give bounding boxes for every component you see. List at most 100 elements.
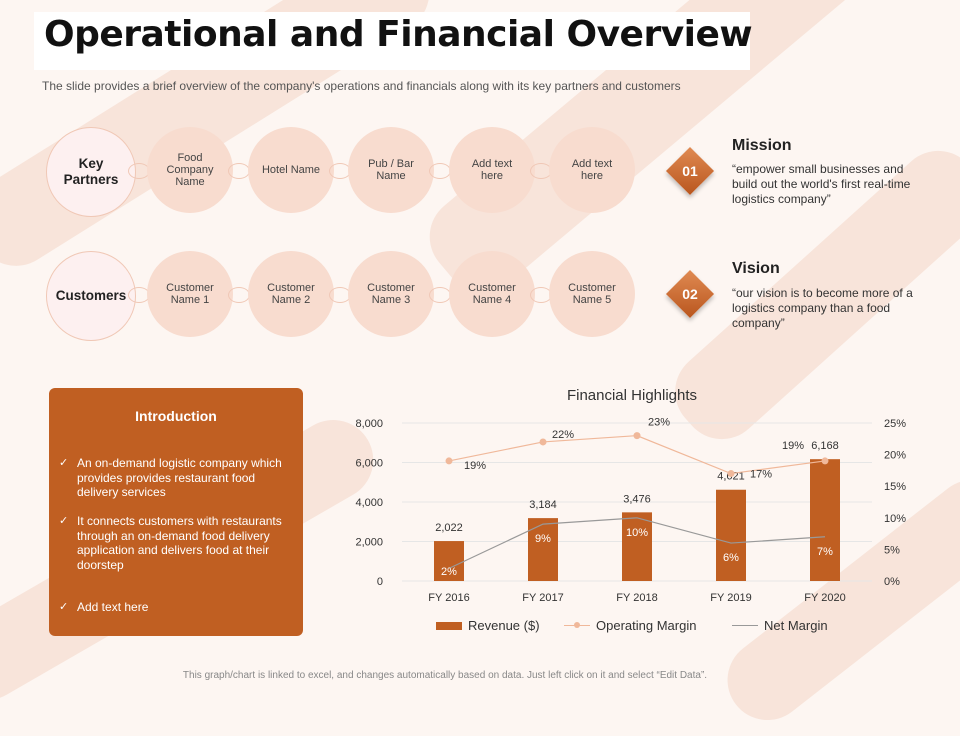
financial-highlights-chart: 0 2,000 4,000 6,000 8,000 0% 5% 10% 15% 20% 25% FY … [355, 417, 906, 604]
x-tick-label: FY 2019 [710, 592, 751, 604]
y-right-tick-label: 20% [884, 450, 906, 462]
row-connector [228, 163, 250, 179]
check-icon: ✓ [59, 601, 69, 613]
legend-swatch-line [732, 625, 758, 626]
y-right-tick-label: 10% [884, 513, 906, 525]
y-right-tick-label: 25% [884, 418, 906, 430]
revenue-bar [810, 459, 840, 581]
operating-margin-point [633, 432, 641, 440]
introduction-panel: Introduction ✓ An on-demand logistic com… [49, 388, 303, 636]
net-margin-data-label: 9% [535, 533, 551, 545]
row-connector [429, 163, 451, 179]
legend-item-operating-margin: Operating Margin [564, 618, 696, 633]
x-tick-label: FY 2017 [522, 592, 563, 604]
customer-bubble: Customer Name 4 [449, 251, 535, 337]
revenue-data-label: 2,022 [435, 522, 463, 534]
intro-item-text: It connects customers with restaurants t… [77, 514, 282, 572]
y-left-tick-label: 6,000 [355, 458, 383, 470]
partner-label: Add text here [471, 158, 513, 182]
partner-label: Pub / Bar Name [368, 158, 414, 182]
y-right-tick-label: 5% [884, 544, 900, 556]
x-tick-label: FY 2018 [616, 592, 657, 604]
legend-swatch-line [564, 622, 590, 628]
legend-label: Revenue ($) [468, 618, 540, 633]
customers-heading: Customers [46, 251, 136, 341]
intro-list-item: ✓ An on-demand logistic company which pr… [59, 456, 284, 500]
revenue-bar [528, 518, 558, 581]
y-left-tick-label: 0 [377, 576, 383, 588]
partner-bubble: Hotel Name [248, 127, 334, 213]
net-margin-data-label: 7% [817, 546, 833, 558]
net-margin-data-label: 10% [626, 527, 648, 539]
revenue-bar [622, 512, 652, 581]
revenue-data-label: 6,168 [811, 440, 839, 452]
net-margin-data-label: 2% [441, 566, 457, 578]
partner-label: Food Company Name [166, 152, 214, 188]
customer-label: Customer Name 5 [568, 282, 616, 306]
revenue-data-label: 3,476 [623, 493, 651, 505]
operating-margin-data-label: 22% [552, 429, 574, 441]
customer-label: Customer Name 3 [367, 282, 415, 306]
legend-item-revenue: Revenue ($) [436, 618, 540, 633]
partner-bubble: Pub / Bar Name [348, 127, 434, 213]
revenue-bar [434, 541, 464, 581]
partner-bubble: Food Company Name [147, 127, 233, 213]
mission-number: 01 [682, 163, 698, 179]
intro-item-text: An on-demand logistic company which prov… [77, 456, 282, 499]
intro-list-item: ✓ It connects customers with restaurants… [59, 514, 284, 572]
row-connector [228, 287, 250, 303]
customer-label: Customer Name 2 [267, 282, 315, 306]
page-title: Operational and Financial Overview [44, 14, 753, 55]
row-connector [429, 287, 451, 303]
vision-title: Vision [732, 260, 780, 277]
legend-swatch-bar [436, 621, 462, 630]
mission-text: “empower small businesses and build out … [732, 162, 911, 206]
y-left-tick-label: 4,000 [355, 497, 383, 509]
customers-label: Customers [55, 288, 127, 303]
customer-bubble: Customer Name 5 [549, 251, 635, 337]
operating-margin-data-label: 17% [750, 469, 772, 481]
key-partners-heading: Key Partners [46, 127, 136, 217]
x-tick-label: FY 2016 [428, 592, 469, 604]
legend-label: Net Margin [764, 618, 828, 633]
vision-text: “our vision is to become more of a logis… [732, 286, 913, 330]
check-icon: ✓ [59, 457, 69, 469]
operating-margin-data-label: 19% [464, 460, 486, 472]
introduction-title: Introduction [135, 408, 217, 424]
customer-bubble: Customer Name 3 [348, 251, 434, 337]
x-tick-label: FY 2020 [804, 592, 845, 604]
footnote: This graph/chart is linked to excel, and… [182, 670, 708, 681]
net-margin-data-label: 6% [723, 552, 739, 564]
page-subtitle: The slide provides a brief overview of t… [42, 79, 681, 93]
partner-bubble: Add text here [449, 127, 535, 213]
net-margin-line [448, 517, 826, 569]
title-box [34, 12, 750, 70]
customer-bubble: Customer Name 1 [147, 251, 233, 337]
customer-label: Customer Name 1 [166, 282, 214, 306]
operating-margin-point [727, 470, 735, 478]
legend-item-net-margin: Net Margin [732, 618, 828, 633]
intro-item-text: Add text here [77, 600, 149, 614]
y-left-tick-label: 2,000 [355, 537, 383, 549]
operating-margin-point [821, 457, 829, 465]
customer-bubble: Customer Name 2 [248, 251, 334, 337]
partner-label: Add text here [571, 158, 613, 182]
legend-label: Operating Margin [596, 618, 697, 633]
operating-margin-point [539, 438, 547, 446]
partner-bubble: Add text here [549, 127, 635, 213]
revenue-data-label: 3,184 [529, 499, 557, 511]
y-right-tick-label: 0% [884, 576, 900, 588]
check-icon: ✓ [59, 515, 69, 527]
partner-label: Hotel Name [261, 164, 321, 176]
revenue-bar [716, 489, 746, 581]
intro-list-item: ✓ Add text here [59, 600, 284, 615]
customer-label: Customer Name 4 [468, 282, 516, 306]
legend-marker [574, 622, 580, 628]
operating-margin-point [445, 457, 453, 465]
y-left-tick-label: 8,000 [355, 418, 383, 430]
operating-margin-data-label: 23% [648, 417, 670, 429]
operating-margin-data-label: 19% [782, 440, 804, 452]
mission-title: Mission [732, 137, 792, 154]
vision-number: 02 [682, 286, 698, 302]
y-right-tick-label: 15% [884, 481, 906, 493]
